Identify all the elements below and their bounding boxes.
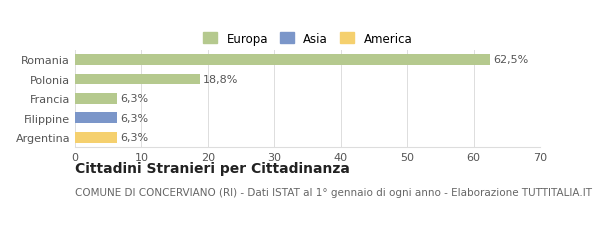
Bar — [75, 132, 117, 143]
Bar — [75, 55, 490, 65]
Bar — [75, 74, 200, 85]
Text: 6,3%: 6,3% — [120, 94, 148, 104]
Bar — [75, 113, 117, 124]
Text: Cittadini Stranieri per Cittadinanza: Cittadini Stranieri per Cittadinanza — [75, 161, 350, 175]
Text: 6,3%: 6,3% — [120, 133, 148, 143]
Text: 6,3%: 6,3% — [120, 113, 148, 123]
Text: 62,5%: 62,5% — [493, 55, 529, 65]
Legend: Europa, Asia, America: Europa, Asia, America — [199, 29, 416, 49]
Bar — [75, 94, 117, 104]
Text: 18,8%: 18,8% — [203, 74, 239, 85]
Text: COMUNE DI CONCERVIANO (RI) - Dati ISTAT al 1° gennaio di ogni anno - Elaborazion: COMUNE DI CONCERVIANO (RI) - Dati ISTAT … — [75, 187, 592, 197]
